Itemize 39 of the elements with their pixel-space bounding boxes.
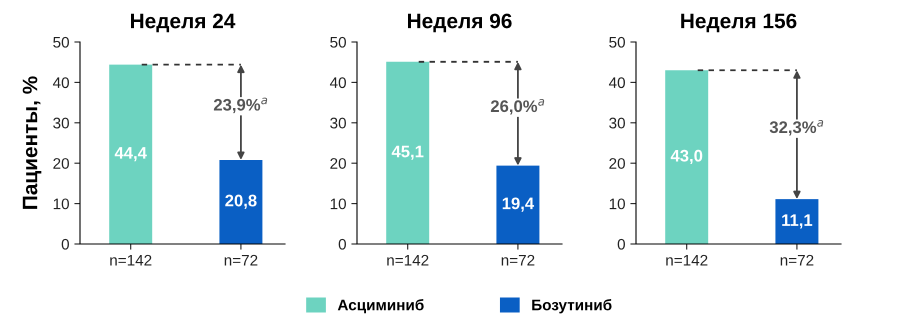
y-tick-label: 40 bbox=[330, 77, 346, 88]
y-tick-label: 10 bbox=[54, 198, 69, 210]
data-label: 44,4 bbox=[114, 147, 147, 162]
x-tick-label: n=72 bbox=[780, 254, 814, 266]
annotation: 32,3%$^{a}$ bbox=[770, 120, 824, 136]
y-tick-label: 40 bbox=[52, 77, 69, 88]
y-tick-label: 20 bbox=[330, 158, 346, 169]
y-tick-label: 50 bbox=[330, 36, 346, 48]
legend-label: Бозутиниб bbox=[532, 299, 612, 314]
y-tick-label: 10 bbox=[330, 198, 346, 210]
y-tick-label: 40 bbox=[608, 77, 625, 88]
legend-label: Асциминиб bbox=[338, 299, 424, 314]
y-tick-label: 30 bbox=[330, 118, 346, 128]
y-tick-label: 20 bbox=[609, 158, 625, 169]
y-tick-label: 50 bbox=[609, 36, 625, 48]
y-tick-label: 10 bbox=[610, 198, 625, 210]
x-tick-label: n=72 bbox=[502, 254, 534, 266]
data-label: 45,1 bbox=[392, 146, 424, 160]
y-tick-label: 20 bbox=[53, 158, 69, 169]
y-tick-label: 0 bbox=[338, 238, 346, 250]
y-tick-label: 50 bbox=[53, 36, 69, 48]
data-label: 43,0 bbox=[670, 150, 702, 164]
y-axis-title: Пациенты, % bbox=[22, 76, 42, 209]
x-tick-label: n=72 bbox=[224, 254, 258, 266]
chart-title: Неделя 156 bbox=[681, 14, 796, 32]
annotation: 26,0%$^{a}$ bbox=[490, 99, 544, 115]
data-label: 19,4 bbox=[502, 197, 534, 212]
y-tick-label: 30 bbox=[53, 118, 69, 128]
data-label: 20,8 bbox=[225, 194, 257, 209]
x-tick-label: n=142 bbox=[387, 254, 428, 266]
chart-title: Неделя 24 bbox=[131, 14, 236, 32]
y-tick-label: 0 bbox=[618, 238, 625, 250]
y-tick-label: 30 bbox=[609, 118, 625, 128]
data-label: 11,1 bbox=[782, 214, 812, 228]
y-tick-label: 0 bbox=[62, 238, 69, 250]
annotation: 23,9%$^{a}$ bbox=[214, 98, 268, 114]
x-tick-label: n=142 bbox=[110, 254, 152, 266]
chart-title: Неделя 96 bbox=[408, 14, 512, 32]
x-tick-label: n=142 bbox=[666, 254, 708, 266]
